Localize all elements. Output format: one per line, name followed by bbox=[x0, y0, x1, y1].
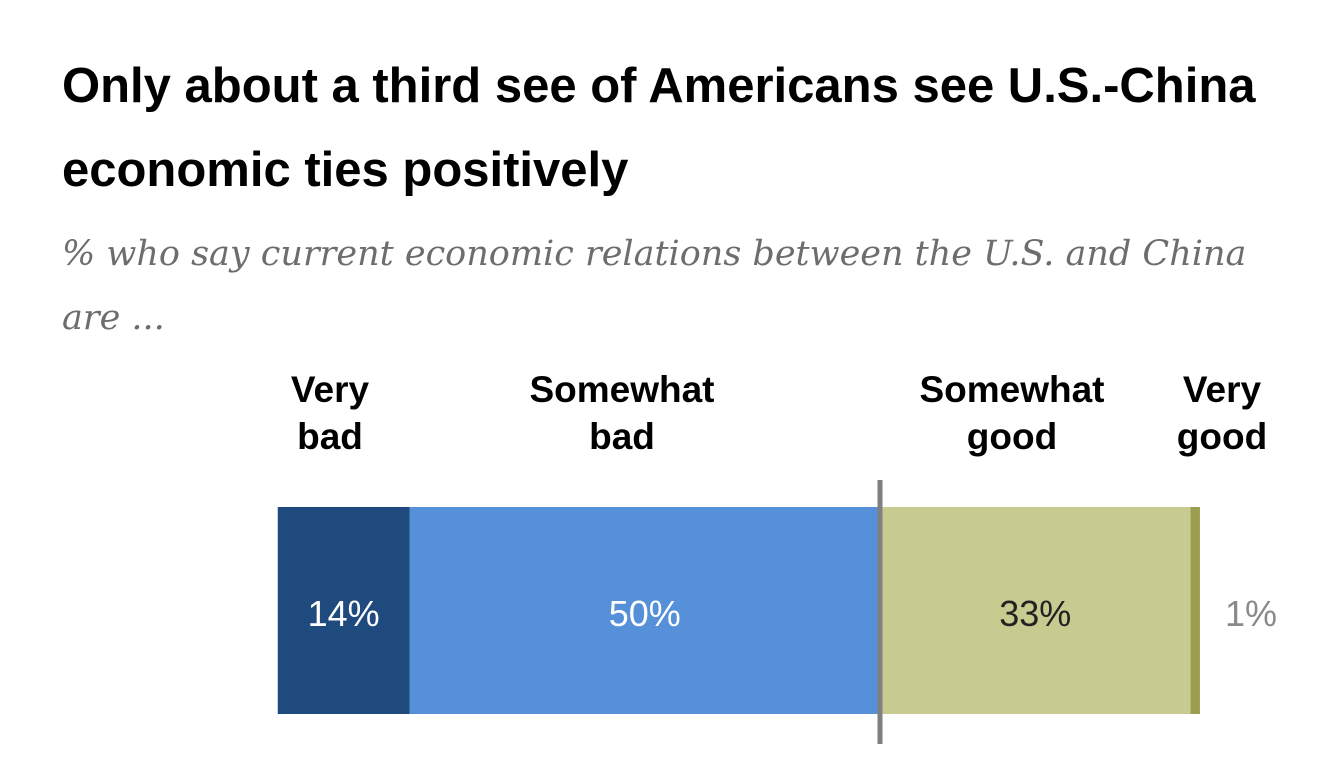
chart-title: Only about a third see of Americans see … bbox=[62, 59, 1256, 197]
category-label-very-good: Very good bbox=[1177, 369, 1267, 457]
bar-segment-very-bad bbox=[277, 507, 410, 714]
category-label-somewhat-good: Somewhat good bbox=[919, 369, 1104, 457]
category-label-somewhat-bad: Somewhat bad bbox=[529, 369, 714, 457]
chart-subtitle: % who say current economic relations bet… bbox=[62, 234, 1247, 338]
category-label-very-bad: Very bad bbox=[291, 369, 370, 457]
bar-segment-somewhat-good bbox=[880, 507, 1191, 714]
value-label: 33% bbox=[999, 593, 1071, 634]
value-label: 14% bbox=[308, 593, 380, 634]
value-label: 1% bbox=[1225, 593, 1277, 634]
bar-segment-somewhat-bad bbox=[409, 507, 880, 714]
bar-segment-very-good bbox=[1190, 507, 1200, 714]
value-label: 50% bbox=[609, 593, 681, 634]
